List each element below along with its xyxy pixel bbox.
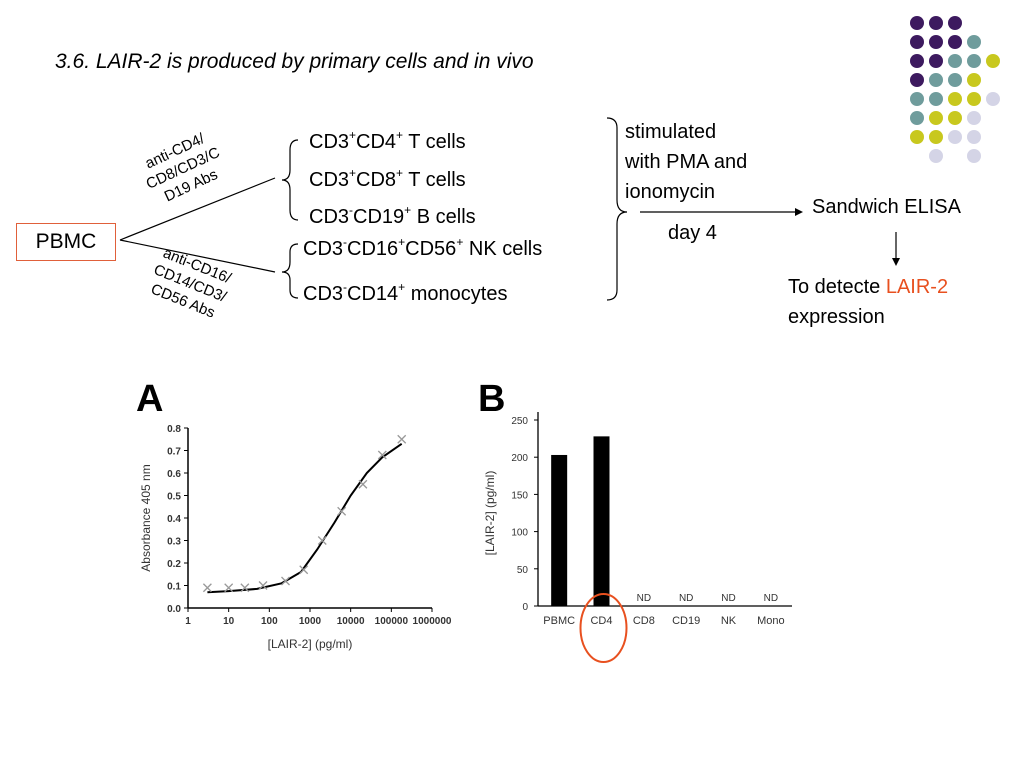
data-point [202, 583, 212, 593]
y-tick-label: 0.4 [167, 514, 181, 525]
assay-label: Sandwich ELISA [812, 196, 961, 218]
y-tick-label: 0.0 [167, 604, 181, 615]
cell-type-nk: CD3-CD16+CD56+ NK cells [303, 235, 543, 260]
data-point [337, 506, 347, 516]
y-tick-label: 0.2 [167, 559, 181, 570]
data-point [258, 581, 268, 590]
decor-dot [967, 130, 981, 144]
y-tick-label: 0 [522, 602, 528, 613]
decor-dot [967, 111, 981, 125]
y-tick-label: 0.7 [167, 447, 181, 458]
decor-dot [929, 16, 943, 30]
decor-dot [967, 149, 981, 163]
decor-dot [986, 92, 1000, 106]
pbmc-box: PBMC [16, 223, 116, 261]
nd-label: ND [764, 593, 778, 604]
bar-pbmc [551, 454, 568, 606]
category-label: Mono [757, 615, 785, 627]
decor-dot [967, 73, 981, 87]
decor-dot [910, 16, 924, 30]
data-point [299, 565, 309, 575]
data-point [358, 479, 368, 489]
panel-b-letter: B [478, 378, 506, 420]
decor-dot [948, 92, 962, 106]
decor-dot [948, 130, 962, 144]
dot-decoration [910, 16, 1000, 163]
x-tick-label: 10 [223, 616, 235, 627]
y-axis-label: [LAIR-2] (pg/ml) [483, 471, 497, 556]
decor-dot [910, 35, 924, 49]
data-point [281, 576, 290, 586]
y-tick-label: 0.1 [167, 582, 181, 593]
decor-dot [929, 111, 943, 125]
category-label: CD4 [590, 615, 612, 627]
decor-dot [929, 73, 943, 87]
x-tick-label: 1 [185, 616, 191, 627]
cell-type-monocytes: CD3-CD14+ monocytes [303, 280, 508, 305]
data-point [317, 536, 327, 545]
cell-type-cd4-t: CD3+CD4+ T cells [309, 128, 466, 153]
x-tick-label: 100000 [375, 616, 409, 627]
y-tick-label: 0.8 [167, 424, 181, 435]
y-tick-label: 50 [517, 565, 529, 576]
data-point [224, 583, 234, 593]
cell-type-cd8-t: CD3+CD8+ T cells [309, 166, 466, 191]
x-tick-label: 1000 [299, 616, 322, 627]
day-label: day 4 [668, 222, 717, 244]
nd-label: ND [679, 593, 693, 604]
x-tick-label: 1000000 [413, 616, 452, 627]
standard-curve-chart: 0.0 0.1 0.2 0.3 0.4 0.5 0.6 0.7 0.8 1 10 100 1000 100… [139, 424, 452, 651]
data-point [240, 583, 250, 593]
highlight-circle [579, 593, 628, 663]
decor-dot [929, 149, 943, 163]
nd-label: ND [721, 593, 735, 604]
decor-dot [948, 54, 962, 68]
decor-dot [910, 130, 924, 144]
stimulation-text: stimulated with PMA and ionomycin [625, 121, 748, 203]
y-tick-label: 0.6 [167, 469, 181, 480]
y-tick-label: 250 [511, 416, 528, 427]
decor-dot [948, 35, 962, 49]
y-tick-label: 200 [511, 453, 528, 464]
category-label: NK [721, 615, 737, 627]
detection-text: To detecte LAIR-2 expression [788, 276, 949, 328]
y-tick-label: 0.3 [167, 537, 181, 548]
y-tick-label: 0.5 [167, 492, 181, 503]
x-tick-label: 100 [261, 616, 278, 627]
decor-dot [967, 35, 981, 49]
decor-dot [948, 111, 962, 125]
panel-a-letter: A [136, 378, 164, 420]
data-point [397, 434, 407, 444]
category-label: CD8 [633, 615, 655, 627]
x-axis-label: [LAIR-2] (pg/ml) [268, 637, 353, 651]
flow-lines [119, 117, 900, 301]
category-label: PBMC [543, 615, 575, 627]
category-label: CD19 [672, 615, 700, 627]
decor-dot [929, 92, 943, 106]
y-tick-label: 100 [511, 528, 528, 539]
nd-label: ND [637, 593, 651, 604]
cell-type-b: CD3-CD19+ B cells [309, 203, 476, 228]
x-tick-label: 10000 [337, 616, 365, 627]
decor-dot [948, 73, 962, 87]
decor-dot [929, 130, 943, 144]
decor-dot [910, 54, 924, 68]
lair2-bar-chart: 0 50 100 150 200 250 [LAIR-2] (pg/ml) PBMC CD4 ND… [483, 412, 792, 663]
decor-dot [929, 35, 943, 49]
decor-dot [948, 16, 962, 30]
decor-dot [986, 54, 1000, 68]
decor-dot [910, 73, 924, 87]
bar-cd4 [593, 436, 610, 606]
decor-dot [967, 92, 981, 106]
decor-dot [967, 54, 981, 68]
y-axis-label: Absorbance 405 nm [139, 464, 153, 571]
data-point [377, 450, 387, 460]
decor-dot [929, 54, 943, 68]
y-tick-label: 150 [511, 490, 528, 501]
decor-dot [910, 92, 924, 106]
slide-title: 3.6. LAIR-2 is produced by primary cells… [55, 50, 534, 73]
decor-dot [910, 111, 924, 125]
